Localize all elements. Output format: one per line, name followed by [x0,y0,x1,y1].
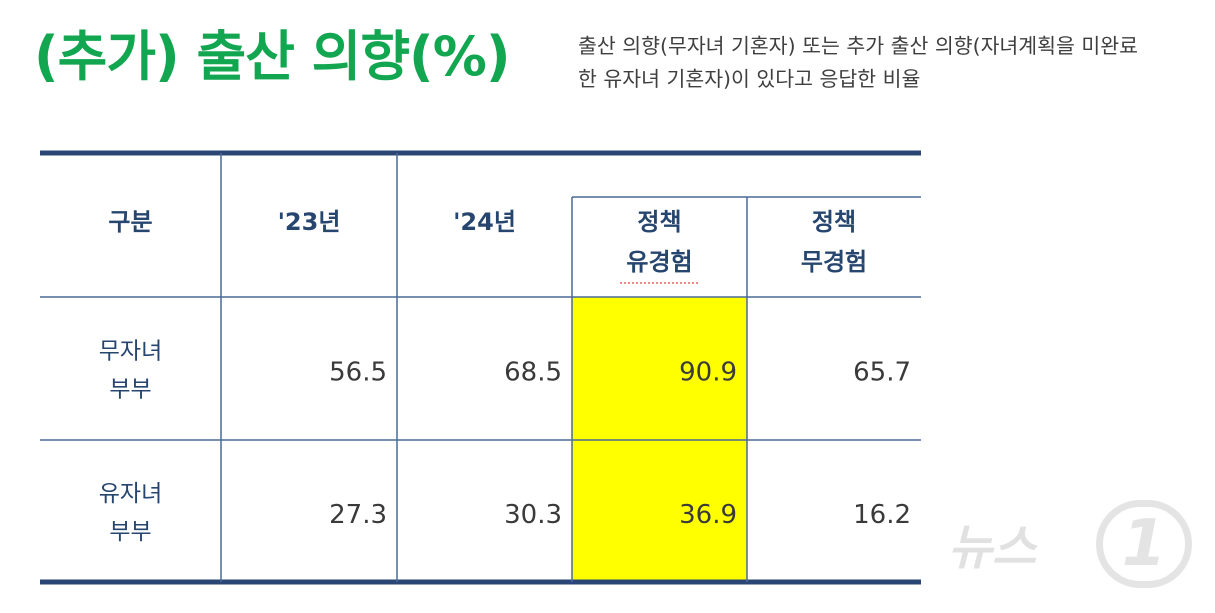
row-label-1-line-0: 유자녀 [99,481,162,507]
row-label-0-line-0: 무자녀 [99,339,162,365]
page-subtitle: 출산 의향(무자녀 기혼자) 또는 추가 출산 의향(자녀계획을 미완료 한 유… [578,30,1203,96]
subtitle-line-2: 한 유자녀 기혼자)이 있다고 응답한 비율 [578,67,921,91]
cell-1-1: 30.3 [504,500,562,530]
cell-0-0: 56.5 [329,358,387,388]
row-label-1-line-1: 부부 [109,519,151,545]
cell-1-0: 27.3 [329,500,387,530]
subtitle-line-1: 출산 의향(무자녀 기혼자) 또는 추가 출산 의향(자녀계획을 미완료 [578,34,1138,58]
column-header-3-line-0: 정책 [637,208,681,236]
column-header-4-line-0: 정책 [812,208,856,236]
cell-0-3: 65.7 [853,358,911,388]
column-header-1: '23년 [278,208,341,236]
cell-0-2: 90.9 [679,358,737,388]
watermark-logo: 1 [1096,500,1192,588]
cell-1-3: 16.2 [853,500,911,530]
row-label-0-line-1: 부부 [109,377,151,403]
column-header-2: '24년 [453,208,516,236]
cell-0-1: 68.5 [504,358,562,388]
column-header-3-line-1: 유경험 [626,248,692,276]
watermark-text: 뉴스 [948,520,1037,576]
cell-1-2: 36.9 [679,500,737,530]
page-title: (추가) 출산 의향(%) [34,25,511,88]
column-header-4-line-1: 무경험 [801,248,867,276]
column-header-0: 구분 [108,208,152,236]
